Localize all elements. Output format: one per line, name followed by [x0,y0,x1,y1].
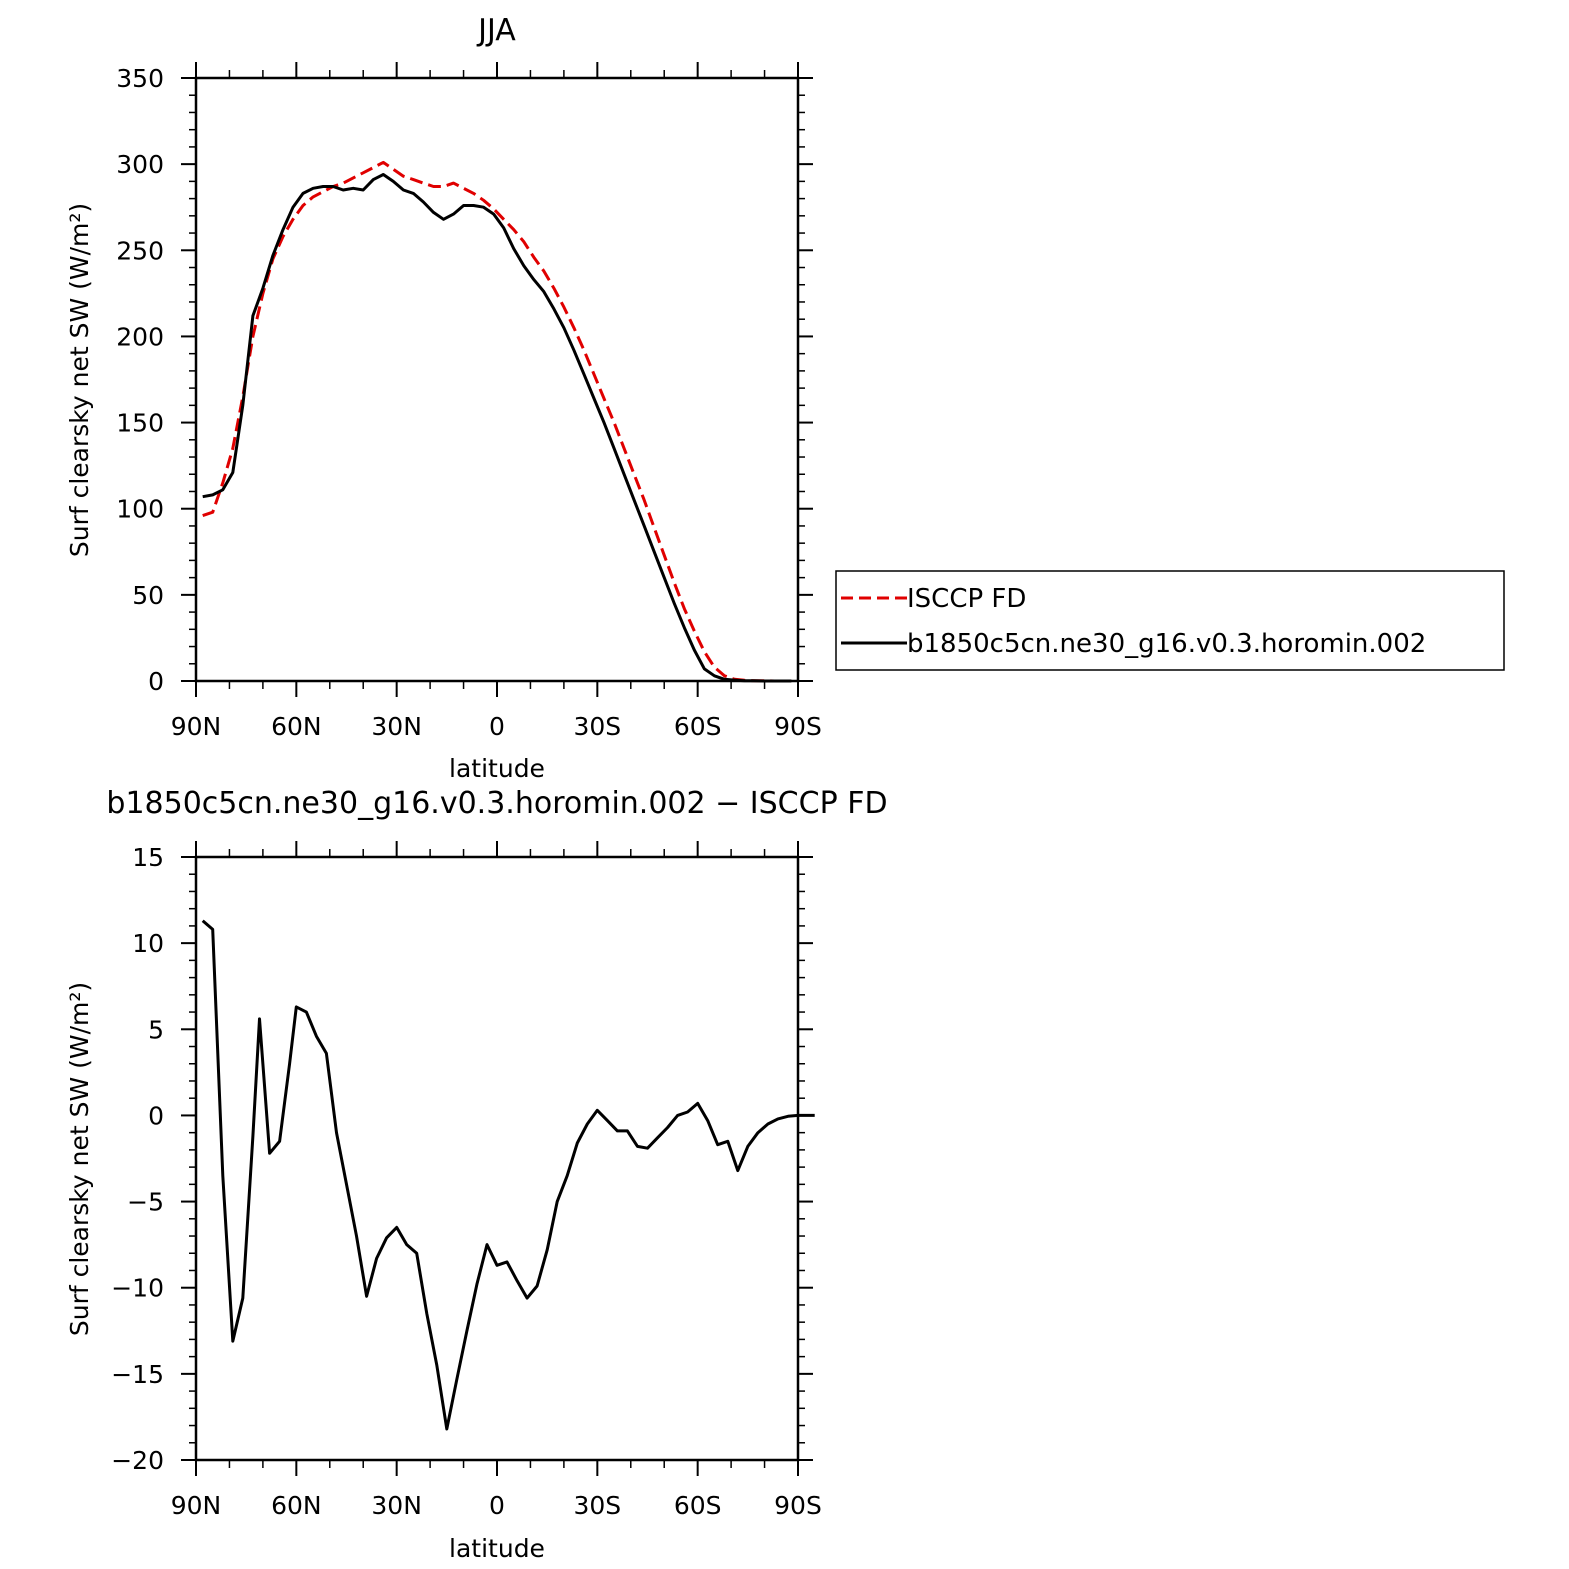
difference-chart-panel: b1850c5cn.ne30_g16.v0.3.horomin.002 − IS… [65,786,888,1563]
x-tick-label: 30S [573,1491,621,1520]
difference-chart-series-line-0 [201,919,815,1431]
y-tick-label: −5 [127,1188,164,1217]
x-tick-label: 0 [489,712,505,741]
legend-box [835,570,1505,671]
difference-chart-x-axis-label: latitude [449,1534,545,1563]
mean-chart-series-line-0 [202,160,792,683]
y-tick-label: −20 [111,1446,164,1475]
mean-chart-frame [194,76,800,683]
difference-chart-series [201,919,815,1431]
legend-label-model: b1850c5cn.ne30_g16.v0.3.horomin.002 [907,629,1426,659]
y-tick-label: 100 [116,495,164,524]
x-tick-label: 60S [674,712,722,741]
y-tick-label: −15 [111,1360,164,1389]
y-tick-label: 10 [132,929,164,958]
mean-chart-series-line-1 [202,173,792,683]
legend: ISCCP FD b1850c5cn.ne30_g16.v0.3.horomin… [835,570,1505,671]
mean-chart-panel: JJA Surf clearsky net SW (W/m²) latitude… [65,13,822,783]
mean-chart-y-axis-label: Surf clearsky net SW (W/m²) [65,203,94,557]
x-tick-label: 60N [271,712,322,741]
y-tick-label: 5 [148,1015,164,1044]
y-tick-label: 250 [116,236,164,265]
y-tick-label: 50 [132,581,164,610]
mean-chart-axes: 0 50 100 150 200 250 300 350 90N 60N 30N 0 30S 60S 90S [116,62,822,741]
y-tick-label: 0 [148,667,164,696]
y-tick-label: 0 [148,1101,164,1130]
x-tick-label: 90N [171,712,222,741]
y-tick-label: 150 [116,409,164,438]
x-tick-label: 30S [573,712,621,741]
mean-chart-x-axis-label: latitude [449,754,545,783]
x-tick-label: 90S [774,1491,822,1520]
y-tick-label: 15 [132,843,164,872]
mean-chart-title: JJA [476,13,516,48]
x-tick-label: 60N [271,1491,322,1520]
x-tick-label: 90N [171,1491,222,1520]
difference-chart-title: b1850c5cn.ne30_g16.v0.3.horomin.002 − IS… [106,786,887,821]
x-tick-label: 60S [674,1491,722,1520]
x-tick-label: 30N [371,712,422,741]
difference-chart-frame [194,855,800,1462]
difference-chart-y-axis-label: Surf clearsky net SW (W/m²) [65,982,94,1336]
y-tick-label: 300 [116,150,164,179]
x-tick-label: 90S [774,712,822,741]
y-tick-label: 200 [116,322,164,351]
x-tick-label: 30N [371,1491,422,1520]
y-tick-label: −10 [111,1274,164,1303]
difference-chart-axes: −20 −15 −10 −5 0 5 10 15 90N 60N 30N 0 30S 60S 90S [111,841,822,1520]
legend-label-isccp-fd: ISCCP FD [907,584,1026,614]
y-tick-label: 350 [116,64,164,93]
mean-chart-series [202,160,792,683]
x-tick-label: 0 [489,1491,505,1520]
